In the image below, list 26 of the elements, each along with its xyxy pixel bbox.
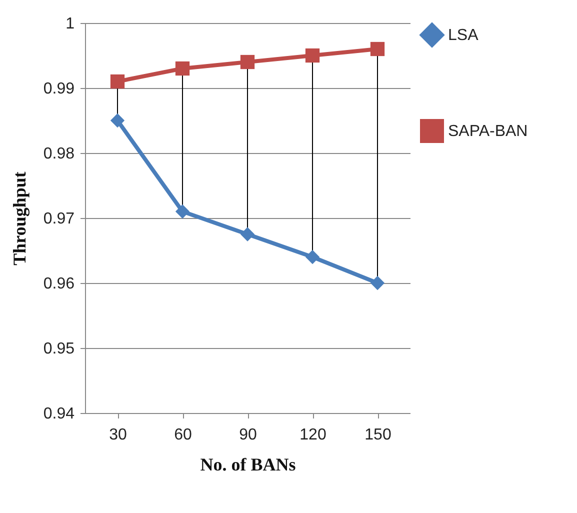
point xyxy=(370,276,385,290)
point xyxy=(370,42,385,56)
y-tick-label: 1 xyxy=(66,16,75,32)
point xyxy=(110,113,125,128)
y-tick-label: 0.99 xyxy=(43,80,75,98)
x-tick-label: 120 xyxy=(300,426,326,444)
y-tick-label: 0.98 xyxy=(43,146,75,162)
point xyxy=(240,54,255,70)
point xyxy=(240,227,255,242)
x-tick-label: 60 xyxy=(174,426,192,444)
point xyxy=(175,204,190,219)
x-tick-label: 150 xyxy=(364,426,392,444)
legend-label: SAPA-BAN xyxy=(448,123,528,140)
y-tick-label: 0.95 xyxy=(43,340,75,358)
point xyxy=(175,61,190,76)
y-axis-title: Throughput xyxy=(9,172,30,266)
x-tick-label: 30 xyxy=(109,426,127,444)
y-tick-label: 0.94 xyxy=(43,406,75,422)
point xyxy=(305,48,320,63)
point xyxy=(110,74,125,89)
x-axis-title: No. of BANs xyxy=(200,454,296,474)
legend-label: LSA xyxy=(448,27,479,44)
x-tick-label: 90 xyxy=(239,426,257,444)
point xyxy=(305,250,320,264)
y-tick-label: 0.96 xyxy=(43,276,75,292)
y-tick-label: 0.97 xyxy=(43,210,75,228)
